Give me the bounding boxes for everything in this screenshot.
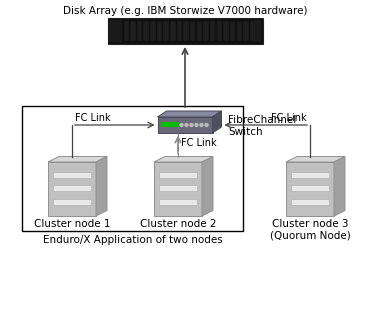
FancyBboxPatch shape xyxy=(157,21,162,41)
FancyBboxPatch shape xyxy=(159,171,197,177)
FancyBboxPatch shape xyxy=(144,21,149,41)
FancyBboxPatch shape xyxy=(243,21,249,41)
FancyBboxPatch shape xyxy=(150,21,156,41)
FancyBboxPatch shape xyxy=(236,21,242,41)
FancyBboxPatch shape xyxy=(130,21,136,41)
Text: Cluster node 3
(Quorum Node): Cluster node 3 (Quorum Node) xyxy=(270,219,350,241)
FancyBboxPatch shape xyxy=(107,20,121,42)
Circle shape xyxy=(190,123,193,126)
Text: FC Link: FC Link xyxy=(75,113,110,123)
FancyBboxPatch shape xyxy=(53,199,91,205)
FancyBboxPatch shape xyxy=(159,185,197,191)
FancyBboxPatch shape xyxy=(137,21,142,41)
FancyBboxPatch shape xyxy=(190,21,195,41)
Text: FC Link: FC Link xyxy=(181,138,217,148)
Circle shape xyxy=(200,123,203,126)
FancyBboxPatch shape xyxy=(217,21,222,41)
FancyBboxPatch shape xyxy=(177,21,182,41)
FancyBboxPatch shape xyxy=(124,21,129,41)
FancyBboxPatch shape xyxy=(230,21,235,41)
Bar xyxy=(22,106,243,231)
Text: Disk Array (e.g. IBM Storwize V7000 hardware): Disk Array (e.g. IBM Storwize V7000 hard… xyxy=(63,6,307,16)
Circle shape xyxy=(195,123,198,126)
FancyBboxPatch shape xyxy=(286,162,334,216)
FancyBboxPatch shape xyxy=(210,21,215,41)
Polygon shape xyxy=(286,157,345,162)
Polygon shape xyxy=(334,157,345,216)
FancyBboxPatch shape xyxy=(107,18,262,44)
FancyBboxPatch shape xyxy=(291,185,329,191)
Text: Enduro/X Application of two nodes: Enduro/X Application of two nodes xyxy=(43,235,222,245)
Polygon shape xyxy=(154,157,213,162)
FancyBboxPatch shape xyxy=(170,21,176,41)
FancyBboxPatch shape xyxy=(158,117,213,133)
Polygon shape xyxy=(48,157,107,162)
Polygon shape xyxy=(96,157,107,216)
FancyBboxPatch shape xyxy=(53,185,91,191)
FancyBboxPatch shape xyxy=(48,162,96,216)
Text: FC Link: FC Link xyxy=(271,113,307,123)
FancyBboxPatch shape xyxy=(223,21,229,41)
Text: FibreChannel
Switch: FibreChannel Switch xyxy=(228,115,297,137)
Polygon shape xyxy=(213,111,222,133)
FancyBboxPatch shape xyxy=(159,199,197,205)
Polygon shape xyxy=(158,111,222,117)
Text: Cluster node 2: Cluster node 2 xyxy=(140,219,216,229)
FancyBboxPatch shape xyxy=(197,21,202,41)
FancyBboxPatch shape xyxy=(291,199,329,205)
FancyBboxPatch shape xyxy=(253,20,261,42)
FancyBboxPatch shape xyxy=(161,122,178,127)
Text: Cluster node 1: Cluster node 1 xyxy=(34,219,110,229)
Circle shape xyxy=(180,123,183,126)
Polygon shape xyxy=(202,157,213,216)
FancyBboxPatch shape xyxy=(183,21,189,41)
FancyBboxPatch shape xyxy=(291,171,329,177)
FancyBboxPatch shape xyxy=(203,21,209,41)
FancyBboxPatch shape xyxy=(250,21,255,41)
FancyBboxPatch shape xyxy=(53,171,91,177)
FancyBboxPatch shape xyxy=(154,162,202,216)
FancyBboxPatch shape xyxy=(163,21,169,41)
Circle shape xyxy=(185,123,188,126)
Circle shape xyxy=(205,123,208,126)
